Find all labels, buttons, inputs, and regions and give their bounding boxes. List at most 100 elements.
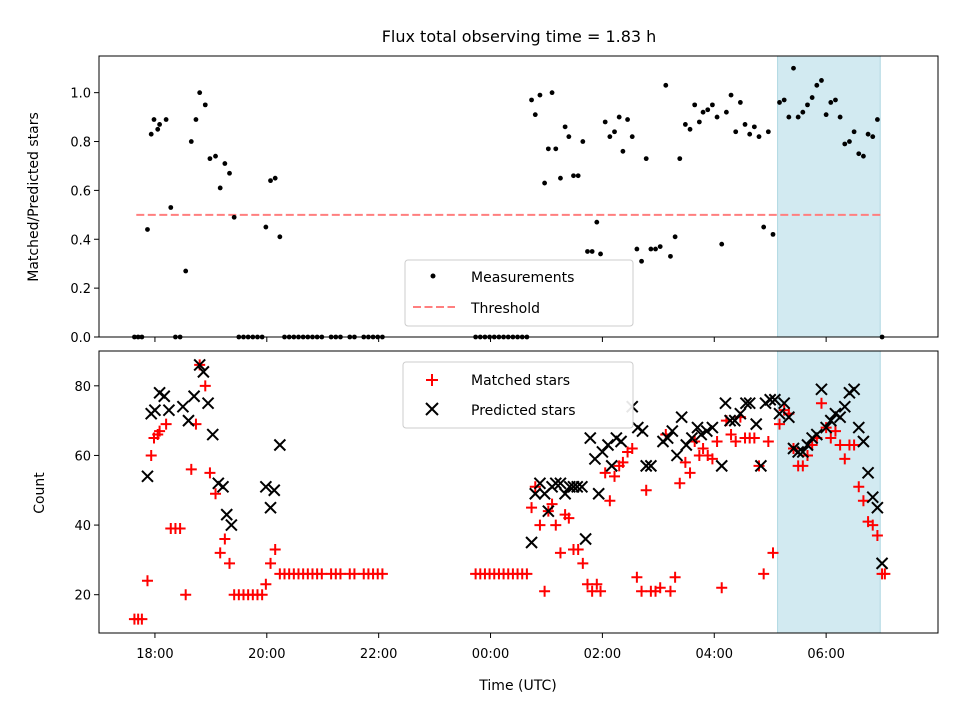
bottom-legend: Matched stars Predicted stars (402, 361, 634, 429)
measurement-point (553, 146, 559, 152)
matched-star-point (834, 439, 846, 451)
predicted-star-point (706, 421, 719, 434)
measurement-point (207, 156, 213, 162)
bottom-y-axis-label: Count (32, 472, 48, 514)
top-y-axis-label: Matched/Predicted stars (26, 112, 42, 282)
measurement-point (193, 117, 199, 122)
matched-star-point (664, 585, 676, 597)
measurement-point (761, 224, 767, 230)
measurement-point (183, 268, 189, 274)
legend-threshold-label: Threshold (470, 301, 540, 317)
matched-star-point (591, 578, 603, 590)
x-tick-label: 20:00 (248, 647, 285, 662)
measurement-point (700, 109, 706, 115)
matched-star-point (224, 557, 236, 569)
predicted-star-point (875, 557, 889, 570)
measurement-point (800, 109, 806, 115)
measurement-points (132, 65, 885, 340)
measurement-point (607, 134, 613, 140)
bottom-legend-box (402, 361, 634, 429)
legend-predicted-marker (425, 402, 439, 416)
matched-star-point (539, 585, 551, 597)
measurement-point (272, 175, 278, 181)
predicted-star-point (723, 414, 737, 427)
measurement-point (791, 65, 796, 71)
predicted-star-point (871, 501, 884, 514)
predicted-star-point (852, 421, 865, 434)
measurement-point (168, 205, 174, 210)
y-tick-label: 1.0 (70, 87, 91, 102)
measurement-point (231, 214, 237, 220)
matched-star-point (145, 449, 157, 461)
matched-stars-points (128, 359, 891, 625)
measurement-point (696, 119, 702, 125)
top-legend-box (404, 259, 634, 327)
matched-star-point (679, 456, 691, 468)
measurement-point (222, 161, 228, 166)
matched-star-point (160, 418, 172, 430)
measurement-point (629, 134, 635, 140)
predicted-star-point (549, 477, 562, 490)
y-tick-label: 0.2 (70, 282, 91, 297)
predicted-star-point (644, 459, 658, 473)
matched-star-point (857, 495, 869, 507)
measurement-point (197, 90, 203, 96)
predicted-star-point (700, 424, 714, 438)
bottom-y-ticks: 20 40 60 80 (74, 380, 99, 604)
measurement-point (163, 117, 169, 122)
bottom-panel: 20 40 60 80 18:00 20:00 22:00 00:00 02:00 04:00 0… (32, 350, 939, 694)
matched-star-point (141, 575, 153, 587)
measurement-point (620, 148, 626, 154)
measurement-point (786, 114, 792, 120)
y-tick-label: 80 (74, 380, 91, 395)
predicted-star-point (796, 445, 810, 459)
matched-star-point (697, 442, 709, 454)
matched-star-point (829, 425, 841, 437)
measurement-point (781, 97, 787, 103)
measurement-point (657, 244, 663, 249)
measurement-point (842, 141, 848, 147)
matched-star-point (797, 460, 809, 472)
predicted-star-point (273, 438, 287, 452)
predicted-star-point (666, 424, 679, 438)
top-legend: Measurements Threshold (404, 259, 634, 327)
matched-star-point (563, 512, 575, 524)
measurement-point (532, 112, 538, 118)
chart-title: Flux total observing time = 1.83 h (382, 27, 657, 46)
predicted-star-point (675, 410, 688, 424)
predicted-star-point (815, 383, 828, 396)
measurement-point (714, 114, 720, 120)
y-tick-label: 0.0 (70, 331, 91, 346)
matched-star-point (348, 568, 360, 580)
measurement-point (677, 156, 683, 162)
matched-star-point (758, 568, 770, 580)
predicted-star-point (866, 491, 879, 504)
y-tick-label: 40 (74, 519, 91, 534)
matched-star-point (767, 547, 779, 559)
measurement-point (742, 122, 748, 127)
measurement-point (692, 102, 698, 108)
predicted-star-point (141, 470, 154, 483)
matched-star-point (631, 571, 643, 583)
predicted-star-point (225, 518, 238, 532)
predicted-star-point (782, 410, 796, 424)
measurement-point (188, 139, 194, 144)
predicted-star-point (525, 536, 538, 549)
matched-star-point (674, 477, 686, 489)
predicted-star-point (824, 414, 838, 427)
predicted-star-point (734, 407, 747, 420)
x-tick-label: 02:00 (584, 647, 621, 662)
matched-star-point (550, 519, 562, 531)
predicted-star-point (791, 445, 805, 459)
measurement-point (542, 180, 548, 186)
x-axis-label: Time (UTC) (478, 678, 556, 694)
predicted-star-point (614, 435, 628, 448)
measurement-point (148, 131, 154, 137)
measurement-point (151, 117, 157, 122)
measurement-point (870, 134, 876, 140)
matched-star-point (256, 589, 268, 601)
matched-star-point (334, 568, 346, 580)
measurement-point (580, 139, 586, 144)
measurement-point (602, 119, 608, 125)
measurement-point (145, 227, 150, 232)
